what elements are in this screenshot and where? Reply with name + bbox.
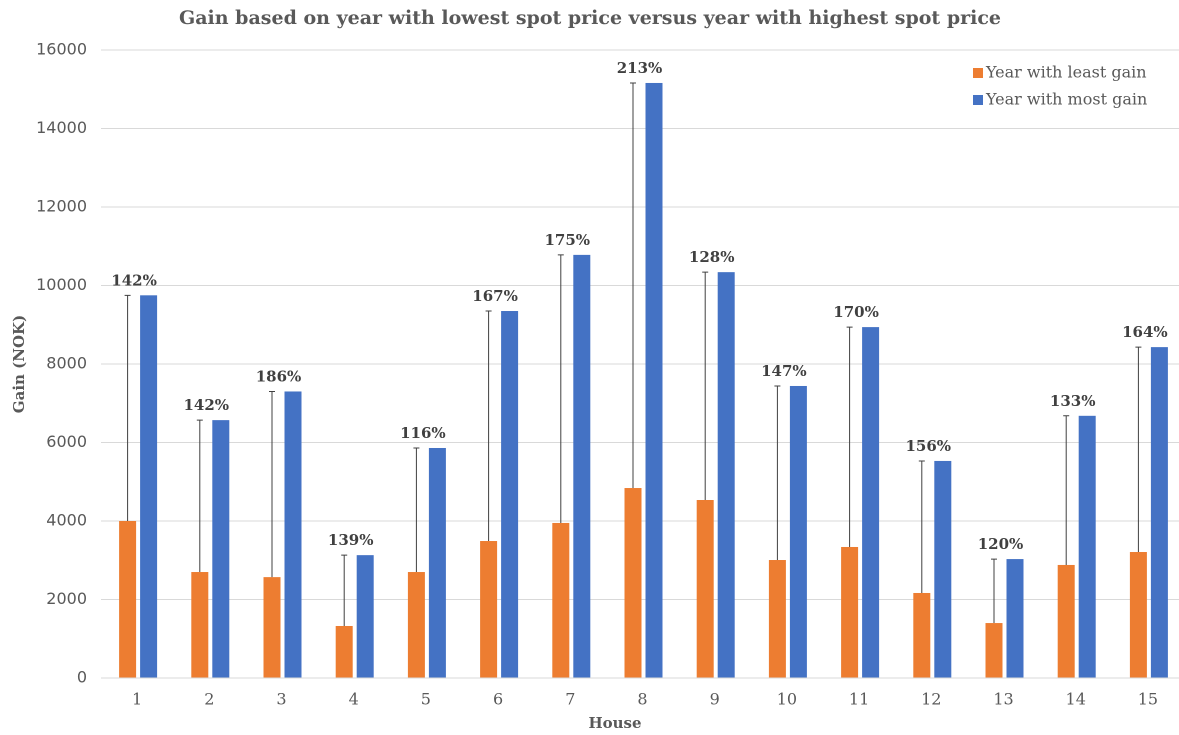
data-label: 128%: [689, 248, 735, 266]
x-tick-label: 7: [565, 690, 575, 709]
data-label: 213%: [617, 59, 663, 77]
bar: [428, 447, 446, 678]
data-label: 147%: [761, 362, 807, 380]
error-bar: [124, 294, 131, 521]
error-bar: [341, 554, 348, 626]
x-tick-label: 15: [1138, 690, 1158, 709]
bar: [1078, 415, 1096, 678]
error-bar: [846, 326, 853, 547]
bar: [1150, 347, 1168, 678]
error-bar: [991, 558, 997, 624]
bar: [645, 82, 663, 679]
y-tick-label: 14000: [36, 118, 87, 137]
bar: [913, 592, 931, 678]
error-bar: [413, 447, 420, 573]
bar: [119, 521, 137, 678]
error-bar: [774, 385, 781, 561]
y-tick-label: 12000: [36, 197, 87, 216]
data-label: 142%: [111, 271, 157, 289]
y-tick-label: 6000: [46, 432, 87, 451]
data-label: 133%: [1050, 392, 1096, 410]
x-tick-label: 2: [204, 690, 214, 709]
bar: [335, 625, 353, 678]
bar: [985, 623, 1003, 678]
bar: [501, 311, 519, 678]
data-label: 164%: [1122, 323, 1168, 341]
data-label: 156%: [906, 437, 952, 455]
y-tick-label: 10000: [36, 275, 87, 294]
x-tick-label: 1: [132, 690, 142, 709]
x-tick-label: 11: [849, 690, 869, 709]
x-tick-label: 12: [921, 690, 941, 709]
data-label: 167%: [472, 287, 518, 305]
y-tick-label: 0: [77, 668, 87, 687]
x-tick-label: 4: [349, 690, 359, 709]
legend-swatch: [973, 68, 983, 78]
chart-title: Gain based on year with lowest spot pric…: [179, 7, 1001, 29]
error-bar: [1063, 415, 1070, 565]
bar: [356, 555, 374, 678]
bar: [191, 572, 209, 678]
data-label: 170%: [833, 303, 879, 321]
data-label: 175%: [545, 231, 591, 249]
error-bar: [269, 390, 275, 578]
bar: [552, 522, 570, 678]
bar: [140, 295, 158, 678]
error-bar: [702, 271, 709, 501]
error-bar: [918, 460, 925, 593]
x-tick-label: 14: [1066, 690, 1086, 709]
y-tick-label: 16000: [36, 40, 87, 59]
x-tick-label: 8: [637, 690, 647, 709]
error-bar: [196, 419, 203, 573]
bar: [768, 560, 786, 678]
x-axis-label: House: [588, 714, 641, 732]
x-tick-label: 10: [777, 690, 797, 709]
y-tick-label: 8000: [46, 354, 87, 373]
data-label: 139%: [328, 531, 374, 549]
bar: [696, 500, 714, 678]
bar: [934, 460, 952, 678]
bar: [717, 272, 735, 678]
bar: [1057, 564, 1075, 678]
x-tick-label: 5: [421, 690, 431, 709]
bar: [862, 327, 880, 678]
legend-swatch: [973, 95, 983, 105]
y-axis-label: Gain (NOK): [10, 315, 28, 413]
x-tick-label: 13: [993, 690, 1013, 709]
bar: [263, 577, 281, 678]
x-tick-label: 9: [710, 690, 720, 709]
error-bar: [630, 82, 636, 489]
y-tick-label: 2000: [46, 589, 87, 608]
bar: [407, 572, 425, 678]
data-label: 116%: [400, 424, 446, 442]
bar: [1006, 559, 1024, 678]
bar: [841, 546, 859, 678]
bar: [480, 541, 498, 678]
error-bar: [557, 254, 564, 523]
y-tick-label: 4000: [46, 511, 87, 530]
legend-label: Year with least gain: [985, 63, 1147, 82]
legend-label: Year with most gain: [985, 90, 1147, 109]
data-label: 186%: [256, 367, 302, 385]
bar: [284, 391, 302, 678]
bar: [624, 488, 642, 678]
data-label: 120%: [978, 535, 1024, 553]
bar: [789, 385, 807, 678]
data-label: 142%: [184, 396, 230, 414]
bar: [573, 254, 591, 678]
x-tick-label: 3: [276, 690, 286, 709]
bar: [212, 420, 230, 678]
x-tick-label: 6: [493, 690, 503, 709]
bar: [1129, 552, 1147, 678]
error-bar: [1135, 346, 1142, 553]
error-bar: [485, 310, 492, 542]
